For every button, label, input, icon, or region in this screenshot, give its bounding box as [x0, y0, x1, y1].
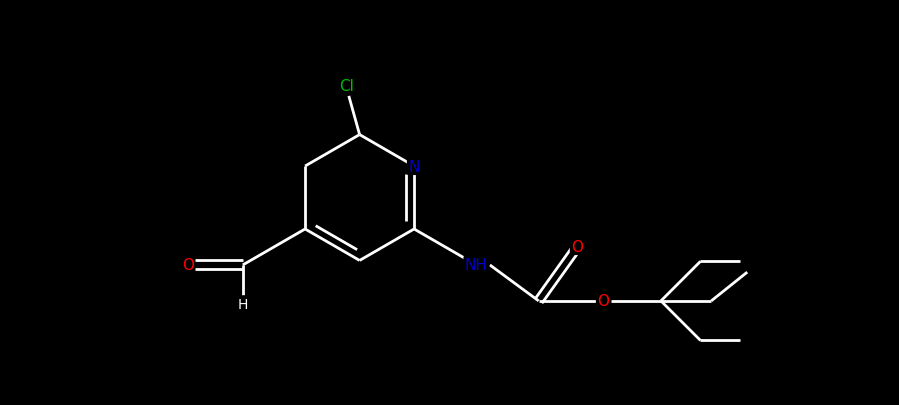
- Text: O: O: [572, 239, 583, 254]
- Text: Cl: Cl: [339, 79, 353, 94]
- Text: N: N: [408, 159, 420, 174]
- Text: O: O: [598, 294, 610, 309]
- Text: NH: NH: [465, 258, 488, 273]
- Text: H: H: [237, 297, 248, 311]
- Text: O: O: [182, 258, 194, 273]
